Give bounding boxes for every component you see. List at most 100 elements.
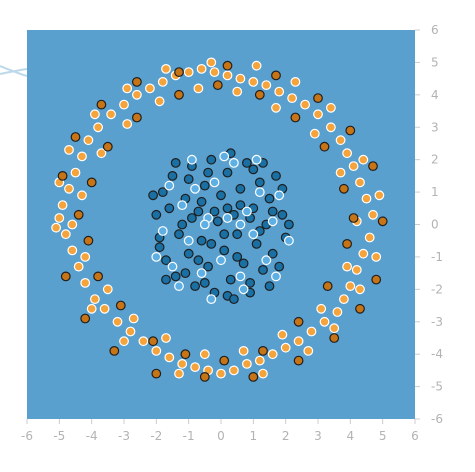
data-point-s0-36	[254, 355, 265, 366]
data-point-s2-18	[216, 190, 226, 201]
data-point-s0-60	[67, 219, 78, 230]
data-point-s1-25	[199, 372, 210, 382]
data-point-s2-30	[254, 177, 265, 188]
data-point-s0-67	[154, 96, 165, 107]
data-point-s3-24	[151, 251, 162, 262]
data-point-s0-54	[351, 265, 362, 275]
data-point-s3-21	[206, 294, 217, 305]
data-point-s0-95	[161, 63, 171, 74]
data-point-s3-17	[267, 216, 278, 227]
x-tick-label-3: -3	[118, 429, 130, 443]
data-point-s1-17	[322, 281, 333, 292]
data-point-s0-12	[99, 303, 110, 314]
data-point-s0-97	[89, 109, 100, 120]
data-point-s1-9	[180, 349, 191, 360]
x-tick-label-1: -5	[53, 429, 65, 443]
data-point-s2-0	[151, 209, 162, 220]
data-point-s1-26	[248, 372, 259, 382]
data-point-s0-31	[222, 70, 233, 81]
x-tick-label-10: 4	[347, 429, 355, 443]
data-point-s0-41	[287, 93, 298, 103]
data-point-s0-13	[106, 109, 116, 120]
data-point-s1-32	[368, 161, 378, 172]
data-point-s2-61	[284, 219, 294, 230]
data-point-s2-14	[203, 261, 214, 272]
y-tick-label-2: 4	[431, 88, 439, 102]
y-tick-label-0: 6	[431, 23, 439, 37]
data-point-s0-90	[358, 154, 369, 165]
data-point-s1-10	[212, 80, 223, 90]
data-point-s2-23	[232, 229, 243, 240]
data-point-s3-18	[274, 190, 285, 201]
data-point-s0-91	[326, 102, 336, 113]
data-point-s3-6	[196, 268, 207, 279]
data-point-s0-75	[309, 128, 320, 139]
data-point-s0-14	[112, 316, 123, 327]
data-point-s0-70	[199, 349, 210, 360]
x-tick-label-7: 1	[250, 429, 258, 443]
data-point-s0-2	[60, 229, 71, 240]
data-point-s3-14	[248, 229, 259, 240]
data-point-s0-27	[196, 63, 207, 74]
data-point-s2-37	[277, 209, 288, 220]
data-point-s0-62	[80, 251, 91, 262]
data-point-s2-45	[232, 251, 243, 262]
data-point-s2-69	[228, 294, 239, 305]
data-point-s0-42	[293, 336, 304, 347]
data-point-s3-12	[235, 271, 246, 282]
data-point-s1-4	[102, 141, 113, 152]
data-point-s0-57	[361, 193, 372, 204]
data-point-s0-18	[138, 336, 149, 347]
data-point-s2-4	[167, 170, 178, 181]
data-point-s1-11	[219, 355, 230, 366]
data-point-s0-50	[339, 294, 349, 305]
data-point-s1-36	[222, 60, 233, 71]
data-point-s3-11	[228, 157, 239, 168]
data-point-s1-20	[348, 213, 359, 223]
data-point-s0-71	[232, 86, 243, 97]
data-point-s1-19	[342, 238, 353, 249]
data-point-s2-13	[199, 180, 210, 191]
data-point-s0-10	[89, 294, 100, 305]
data-point-s0-17	[131, 89, 142, 100]
data-point-s1-14	[290, 112, 301, 123]
data-point-s0-6	[73, 261, 84, 272]
data-point-s1-7	[148, 336, 159, 347]
data-point-s2-53	[180, 268, 191, 279]
data-point-s0-19	[144, 83, 155, 94]
data-point-s2-49	[183, 174, 194, 185]
data-point-s2-50	[203, 167, 214, 178]
data-point-s0-22	[164, 352, 175, 363]
data-point-s1-16	[319, 141, 330, 152]
data-point-s0-83	[174, 368, 184, 379]
data-point-s0-58	[364, 232, 375, 243]
data-point-s3-23	[271, 271, 281, 282]
data-point-s0-5	[70, 167, 81, 178]
data-point-s1-30	[371, 274, 382, 285]
data-point-s0-61	[77, 190, 87, 201]
data-point-s0-98	[64, 144, 74, 155]
data-point-s1-41	[57, 170, 68, 181]
data-point-s0-44	[306, 326, 317, 337]
data-point-s3-19	[284, 235, 294, 246]
data-point-s0-66	[128, 313, 139, 324]
data-point-s0-74	[277, 329, 288, 340]
data-point-s3-22	[238, 284, 249, 295]
data-point-s0-94	[206, 57, 217, 68]
data-point-s3-4	[183, 235, 194, 246]
data-point-s0-87	[355, 284, 365, 295]
data-point-s0-89	[374, 190, 385, 201]
data-point-s0-21	[157, 76, 168, 87]
data-point-s0-9	[83, 135, 94, 146]
data-point-s2-40	[174, 229, 184, 240]
data-point-s2-24	[235, 183, 246, 194]
x-tick-label-9: 3	[314, 429, 322, 443]
data-point-s2-20	[222, 167, 233, 178]
data-point-s1-24	[151, 368, 162, 379]
data-point-s2-63	[219, 229, 230, 240]
data-point-s0-80	[51, 222, 61, 233]
data-point-s2-29	[251, 238, 262, 249]
data-point-s1-13	[258, 346, 268, 356]
data-point-s2-52	[248, 164, 259, 175]
data-point-s0-47	[326, 122, 336, 133]
